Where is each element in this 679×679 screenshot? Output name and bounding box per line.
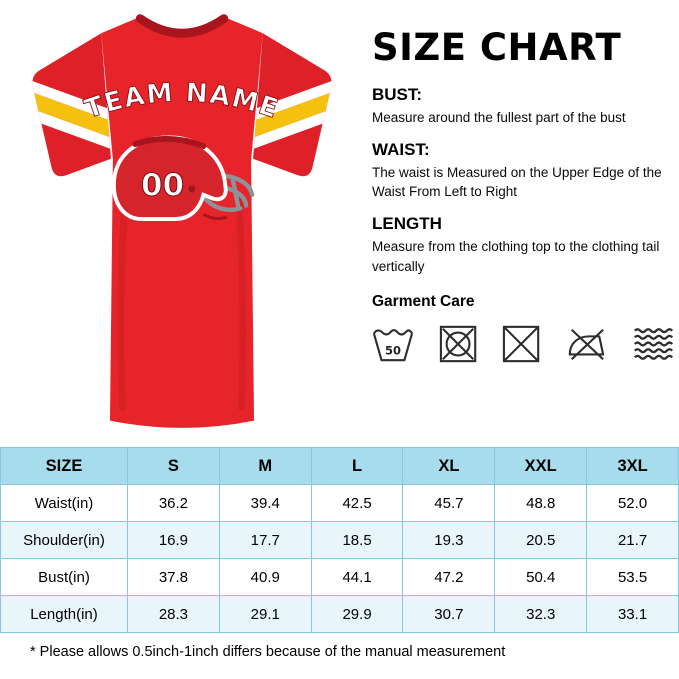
length-section: LENGTH Measure from the clothing top to … (372, 214, 674, 275)
value-cell: 39.4 (218, 484, 312, 522)
top-section: TEAM NAME 00 (6, 4, 674, 442)
row-label-cell: Waist(in) (0, 484, 128, 522)
col-header-xxl: XXL (494, 447, 588, 485)
row-label-cell: Shoulder(in) (0, 521, 128, 559)
value-cell: 20.5 (494, 521, 588, 559)
collar (135, 14, 229, 38)
dry-flat-icon (634, 327, 674, 360)
football-helmet: 00 (111, 135, 255, 222)
svg-text:50: 50 (385, 343, 401, 357)
shirt-body (101, 17, 263, 428)
measurement-footnote: * Please allows 0.5inch-1inch differs be… (30, 644, 506, 660)
value-cell: 42.5 (310, 484, 404, 522)
left-sleeve-stripes (32, 61, 111, 170)
value-cell: 16.9 (127, 521, 220, 559)
value-cell: 29.9 (310, 595, 404, 633)
value-cell: 45.7 (402, 484, 496, 522)
value-cell: 52.0 (586, 484, 679, 522)
bust-section: BUST: Measure around the fullest part of… (372, 85, 674, 127)
bust-heading: BUST: (372, 85, 423, 104)
jersey-number-text: 00 (141, 168, 184, 204)
value-cell: 29.1 (218, 595, 312, 633)
tshirt-svg: TEAM NAME 00 (32, 14, 332, 428)
value-cell: 21.7 (586, 521, 679, 559)
col-header-s: S (127, 447, 220, 485)
garment-care-label: Garment Care (372, 292, 475, 310)
value-cell: 44.1 (310, 558, 404, 596)
machine-wash-50-icon: 50 (372, 328, 414, 362)
helmet-facemask (201, 173, 255, 213)
waist-heading: WAIST: (372, 140, 430, 160)
right-sleeve-stripes (253, 61, 332, 170)
info-column: SIZE CHART BUST: Measure around the full… (372, 26, 674, 364)
value-cell: 28.3 (127, 595, 220, 633)
size-table: SIZE S M L XL XXL 3XL Waist(in) 36.2 39.… (0, 447, 679, 633)
table-row-bust: Bust(in) 37.8 40.9 44.1 47.2 50.4 53.5 (0, 558, 679, 596)
length-text: Measure from the clothing top to the clo… (372, 239, 660, 274)
value-cell: 53.5 (586, 558, 679, 596)
row-label-cell: Length(in) (0, 595, 128, 633)
col-header-size: SIZE (0, 447, 128, 485)
table-row-shoulder: Shoulder(in) 16.9 17.7 18.5 19.3 20.5 21… (0, 521, 679, 559)
waist-section: WAIST: The waist is Measured on the Uppe… (372, 140, 674, 201)
col-header-xl: XL (402, 447, 496, 485)
value-cell: 48.8 (494, 484, 588, 522)
tshirt-graphic: TEAM NAME 00 (6, 4, 358, 442)
do-not-tumble-dry-icon (439, 325, 477, 362)
value-cell: 36.2 (127, 484, 220, 522)
waist-text: The waist is Measured on the Upper Edge … (372, 165, 662, 200)
value-cell: 40.9 (218, 558, 312, 596)
do-not-dry-icon (502, 325, 540, 362)
bust-text: Measure around the fullest part of the b… (372, 110, 626, 125)
value-cell: 18.5 (310, 521, 404, 559)
value-cell: 50.4 (494, 558, 588, 596)
length-heading: LENGTH (372, 214, 442, 234)
value-cell: 32.3 (494, 595, 588, 633)
size-table-header-row: SIZE S M L XL XXL 3XL (0, 447, 679, 485)
value-cell: 33.1 (586, 595, 679, 633)
col-header-m: M (218, 447, 312, 485)
value-cell: 30.7 (402, 595, 496, 633)
page-title: SIZE CHART (372, 26, 622, 69)
col-header-3xl: 3XL (586, 447, 679, 485)
value-cell: 47.2 (402, 558, 496, 596)
garment-care-icons: 50 (372, 324, 674, 364)
table-row-length: Length(in) 28.3 29.1 29.9 30.7 32.3 33.1 (0, 595, 679, 633)
table-row-waist: Waist(in) 36.2 39.4 42.5 45.7 48.8 52.0 (0, 484, 679, 522)
value-cell: 37.8 (127, 558, 220, 596)
value-cell: 19.3 (402, 521, 496, 559)
value-cell: 17.7 (218, 521, 312, 559)
row-label-cell: Bust(in) (0, 558, 128, 596)
col-header-l: L (310, 447, 404, 485)
do-not-iron-icon (568, 328, 605, 360)
